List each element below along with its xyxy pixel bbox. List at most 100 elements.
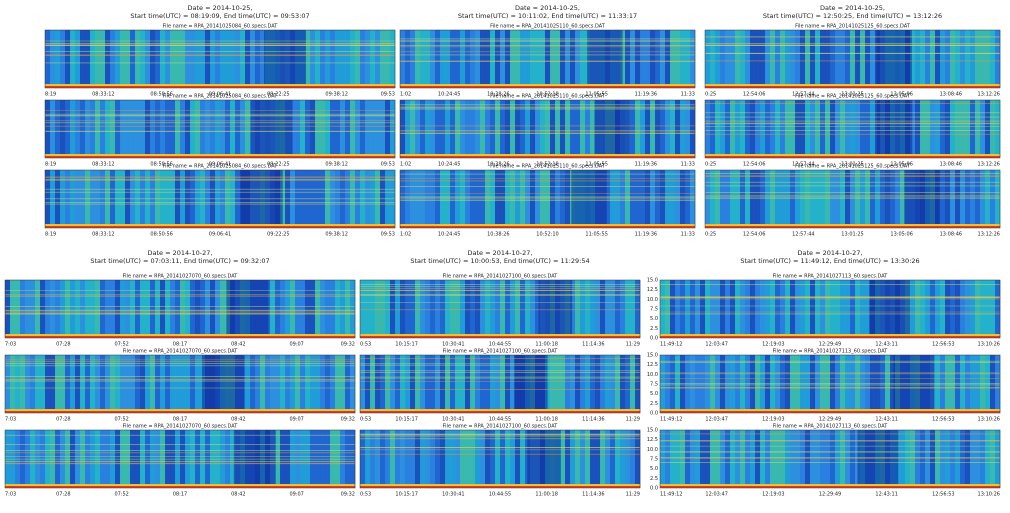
spectrogram-column (295, 280, 301, 338)
spectrogram-column (295, 100, 301, 158)
y-tick-label: 15.0 (647, 278, 658, 284)
spectrogram-column (235, 30, 241, 88)
spectrogram-column (410, 30, 416, 88)
spectrogram-column (275, 280, 281, 338)
spectrogram-column (65, 355, 71, 413)
file-name: File name = RPA_20141027100_60.specs.DAT (443, 349, 559, 355)
y-tick-label: 2.5 (650, 401, 658, 407)
spectrogram-column (840, 170, 846, 228)
spectrogram-column (790, 30, 796, 88)
spectrogram-column (950, 170, 956, 228)
x-tick-label: 10:44:55 (489, 417, 511, 423)
x-tick-label: 12:54:06 (743, 92, 765, 98)
spectrogram-column (965, 30, 971, 88)
spectrogram-column (450, 30, 456, 88)
spectrogram-column (590, 355, 596, 413)
spectrogram-column (805, 170, 811, 228)
spectrogram-column (855, 170, 861, 228)
spectrogram-column (320, 280, 326, 338)
spectrogram-column (490, 355, 496, 413)
spectrogram-column (415, 430, 421, 488)
file-name: File name = RPA_20141025110_60.specs.DAT (490, 24, 606, 30)
spectrogram-column (425, 30, 431, 88)
x-tick-label: 10:15:17 (395, 417, 417, 423)
spectrogram-column (620, 280, 626, 338)
spectrogram-column (595, 280, 601, 338)
spectrogram-column (100, 355, 106, 413)
spectrogram-column (415, 30, 421, 88)
spectrogram-column (370, 430, 376, 488)
spectrogram-column (980, 355, 986, 413)
spectrogram-column (940, 100, 946, 158)
x-tick-label: 12:19:03 (762, 492, 784, 498)
spectrogram-column (720, 355, 726, 413)
x-tick-label: 12:29:49 (819, 342, 841, 348)
spectrogram-column (520, 430, 526, 488)
spectrogram-column (565, 100, 571, 158)
spectrogram-column (425, 280, 431, 338)
spectrogram-column (985, 355, 991, 413)
spectrogram-column (975, 355, 981, 413)
axes-frame (44, 99, 396, 159)
spectrogram-column (285, 355, 291, 413)
spectrogram-column (470, 100, 476, 158)
x-tick-label: 0:53 (360, 342, 371, 348)
spectrogram-column (890, 170, 896, 228)
spectrogram-column (470, 430, 476, 488)
spectrogram-column (70, 355, 76, 413)
spectrogram-column (465, 430, 471, 488)
spectrogram-column (630, 100, 636, 158)
spectrogram-column (970, 280, 976, 338)
panel-title: Date = 2014-10-27, (148, 249, 213, 257)
spectrogram-column (85, 30, 91, 88)
spectrogram-column (325, 100, 331, 158)
x-tick-label: 13:08:46 (940, 162, 962, 168)
spectrogram-column (860, 170, 866, 228)
x-tick-label: 09:53 (381, 162, 395, 168)
spectrogram-column (50, 100, 56, 158)
spectrogram-column (840, 100, 846, 158)
spectrogram-column (310, 30, 316, 88)
spectrogram-column (940, 280, 946, 338)
spectrogram-column (175, 280, 181, 338)
spectrogram-column (840, 430, 846, 488)
spectrogram-floor (45, 86, 395, 88)
spectrogram-band (857, 430, 899, 488)
x-tick-label: 12:57:44 (792, 92, 814, 98)
spectrogram-column (180, 100, 186, 158)
spectrogram-column (220, 280, 226, 338)
x-tick-label: 8:19 (45, 232, 56, 238)
spectrogram-column (830, 170, 836, 228)
spectrogram-column (635, 30, 641, 88)
spectrogram-column (190, 280, 196, 338)
spectrogram-column (305, 280, 311, 338)
spectrogram-column (570, 430, 576, 488)
spectrogram-column (610, 280, 616, 338)
spectrogram-column (490, 100, 496, 158)
x-tick-label: 11:33 (681, 162, 695, 168)
x-tick-label: 12:19:03 (762, 417, 784, 423)
spectrogram-column (150, 355, 156, 413)
spectrogram-column (460, 280, 466, 338)
spectrogram-column (510, 355, 516, 413)
x-tick-label: 13:01:25 (841, 92, 863, 98)
spectrogram-column (260, 30, 266, 88)
spectrogram-column (965, 100, 971, 158)
spectrogram-column (920, 100, 926, 158)
spectrogram-column (800, 170, 806, 228)
spectrogram-column (505, 430, 511, 488)
spectrogram-column (970, 30, 976, 88)
spectrogram-column (450, 430, 456, 488)
spectrogram-column (90, 355, 96, 413)
spectrogram-column (415, 280, 421, 338)
spectrogram-column (760, 280, 766, 338)
spectrogram-column (95, 30, 101, 88)
x-tick-label: 10:24:45 (438, 92, 460, 98)
spectrogram-column (845, 430, 851, 488)
x-tick-label: 12:03:47 (705, 417, 727, 423)
x-tick-label: 07:28 (56, 492, 70, 498)
spectrogram-floor (660, 334, 1000, 336)
spectrogram-column (110, 30, 116, 88)
